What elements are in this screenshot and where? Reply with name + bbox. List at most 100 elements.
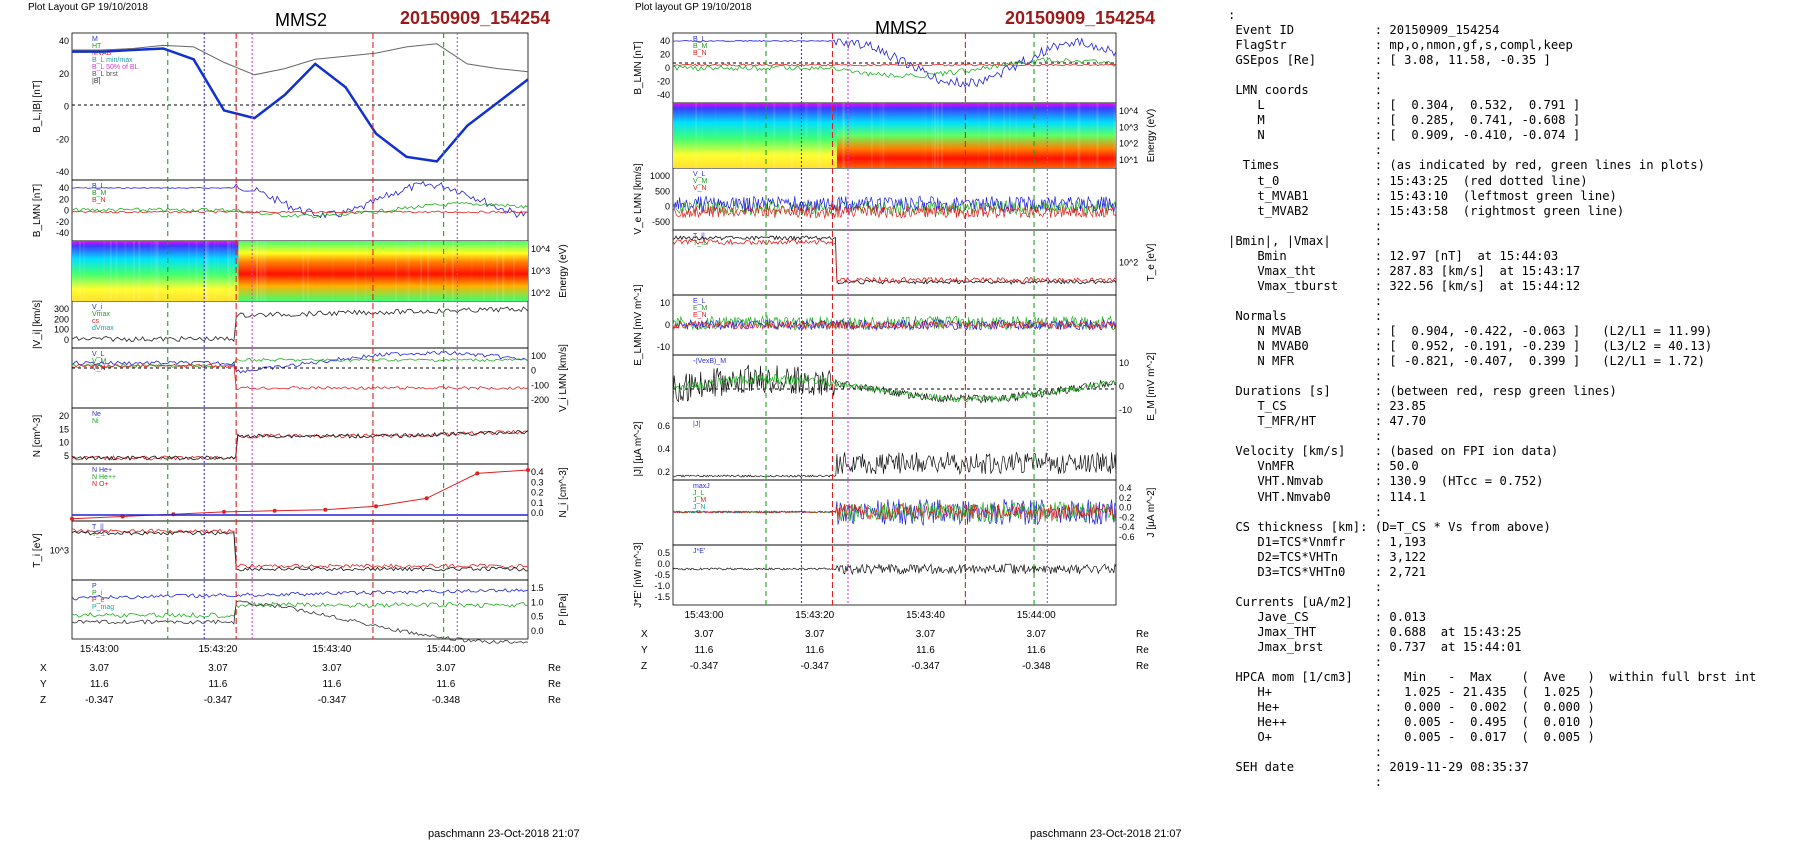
legend-entry: B_N bbox=[693, 50, 707, 57]
spectrogram-streak bbox=[742, 103, 745, 168]
jn-line bbox=[672, 502, 1117, 520]
legend-entry: T_⊥ bbox=[92, 531, 106, 538]
time-tick-label: 15:43:40 bbox=[312, 644, 351, 655]
spectrogram-streak bbox=[1095, 103, 1098, 168]
spectrogram-streak bbox=[417, 241, 419, 301]
pmag-line bbox=[71, 600, 529, 645]
summary-line: O+ : 0.005 - 0.017 ( 0.005 ) bbox=[1228, 730, 1595, 745]
vl-line bbox=[71, 351, 529, 374]
legend-entry: E_M bbox=[693, 305, 708, 312]
spectrogram-streak bbox=[78, 241, 81, 301]
spectrogram-streak bbox=[817, 103, 820, 168]
spectrogram-streak bbox=[813, 103, 815, 168]
spectrogram-streak bbox=[744, 103, 747, 168]
summary-line: M : [ 0.285, 0.741, -0.608 ] bbox=[1228, 113, 1581, 128]
spectrogram-streak bbox=[502, 241, 505, 301]
vn-line bbox=[71, 363, 529, 391]
spectrogram-streak bbox=[830, 103, 833, 168]
summary-line: Times : (as indicated by red, green line… bbox=[1228, 158, 1705, 173]
coord-value: -0.347 bbox=[911, 661, 940, 672]
bl-line bbox=[71, 180, 529, 219]
summary-line: : bbox=[1228, 8, 1236, 22]
summary-line: : bbox=[1228, 579, 1383, 594]
spectrogram-streak bbox=[513, 241, 516, 301]
panel-ylabel: V_i LMN [km/s] bbox=[558, 344, 569, 412]
spectrogram-pre bbox=[673, 103, 837, 168]
summary-line: FlagStr : mp,o,nmon,gf,s,compl,keep bbox=[1228, 38, 1573, 53]
time-tick-label: 15:43:20 bbox=[198, 644, 237, 655]
summary-line: : bbox=[1228, 143, 1383, 158]
ytick-label: 40 bbox=[59, 36, 69, 46]
coord-unit: Re bbox=[1136, 629, 1149, 640]
summary-line: N MVAB : [ 0.904, -0.422, -0.063 ] (L2/L… bbox=[1228, 323, 1713, 338]
legend-entry: J*E' bbox=[693, 548, 705, 555]
ytick-label: 0.2 bbox=[1119, 493, 1132, 503]
panel-ylabel: E_M [mV m^-2] bbox=[1146, 352, 1157, 421]
spectrogram-streak bbox=[150, 241, 153, 301]
ytick-label: 10^3 bbox=[1119, 122, 1138, 132]
summary-line: HPCA mom [1/cm3] : Min - Max ( Ave ) wit… bbox=[1228, 670, 1757, 685]
ytick-label: -0.2 bbox=[1119, 512, 1135, 522]
time-tick-label: 15:43:00 bbox=[685, 610, 724, 621]
ytick-label: 20 bbox=[660, 50, 670, 60]
bm-line bbox=[71, 201, 529, 219]
ytick-label: 10^2 bbox=[1119, 258, 1138, 268]
em-line bbox=[672, 373, 1117, 403]
coord-value: -0.347 bbox=[690, 661, 719, 672]
series-line bbox=[72, 47, 529, 163]
ytick-label: 0 bbox=[64, 206, 69, 216]
spectrogram-streak bbox=[195, 241, 198, 301]
panel-ylabel: T_e [eV] bbox=[1146, 243, 1157, 281]
coord-value: 11.6 bbox=[323, 679, 342, 690]
summary-line: : bbox=[1228, 745, 1383, 760]
legend-entry: Vmax bbox=[92, 311, 110, 318]
spectrogram-streak bbox=[138, 241, 141, 301]
legend-entry: N He++ bbox=[92, 474, 116, 481]
coord-unit: Re bbox=[1136, 645, 1149, 656]
panel-ylabel: B_L,|B| [nT] bbox=[32, 80, 43, 133]
e-m bbox=[672, 314, 1117, 331]
spectrogram-streak bbox=[188, 241, 191, 301]
te-par bbox=[672, 238, 1117, 284]
spectrogram-streak bbox=[1096, 103, 1098, 168]
panel-frame bbox=[672, 354, 1117, 419]
vi-line bbox=[71, 306, 529, 343]
e-n bbox=[672, 319, 1117, 331]
spectrogram-streak bbox=[132, 241, 135, 301]
time-tick-label: 15:44:00 bbox=[426, 644, 465, 655]
spectrogram-streak bbox=[156, 241, 159, 301]
panel-frame bbox=[672, 229, 1117, 296]
ytick-label: 0.0 bbox=[1119, 503, 1132, 513]
legend-entry: P_i bbox=[92, 590, 103, 597]
spectrogram-streak bbox=[695, 103, 698, 168]
summary-line: VHT.Nmvab : 130.9 (HTcc = 0.752) bbox=[1228, 474, 1544, 489]
legend-entry: V_M bbox=[92, 358, 107, 365]
panel-ylabel: J [µA m^-2] bbox=[1146, 487, 1157, 537]
panel-frame bbox=[71, 347, 529, 409]
summary-line: t_0 : 15:43:25 (red dotted line) bbox=[1228, 173, 1588, 188]
spectrogram-streak bbox=[317, 241, 319, 301]
spectrogram-streak bbox=[819, 103, 822, 168]
tpar-line bbox=[71, 528, 529, 569]
spectrogram-streak bbox=[806, 103, 809, 168]
spectrogram-streak bbox=[684, 103, 686, 168]
ytick-label: 10 bbox=[660, 298, 670, 308]
tperp-line bbox=[71, 530, 529, 572]
spectrogram-streak bbox=[451, 241, 454, 301]
legend-entry: V_L bbox=[92, 351, 105, 358]
spectrogram-streak bbox=[259, 241, 261, 301]
spectrogram-streak bbox=[83, 241, 86, 301]
spectrogram-streak bbox=[1089, 103, 1091, 168]
summary-line: Jave_CS : 0.013 bbox=[1228, 609, 1427, 624]
coord-label: Z bbox=[641, 661, 647, 672]
coord-unit: Re bbox=[548, 663, 561, 674]
ytick-label: 300 bbox=[54, 304, 69, 314]
coord-value: -0.347 bbox=[204, 695, 233, 706]
ytick-label: 1.0 bbox=[531, 597, 544, 607]
spectrogram-streak bbox=[789, 103, 792, 168]
coord-value: 3.07 bbox=[436, 663, 456, 674]
ytick-label: 0.4 bbox=[531, 467, 544, 477]
spectrogram-streak bbox=[115, 241, 118, 301]
ytick-label: 0 bbox=[1119, 382, 1124, 392]
